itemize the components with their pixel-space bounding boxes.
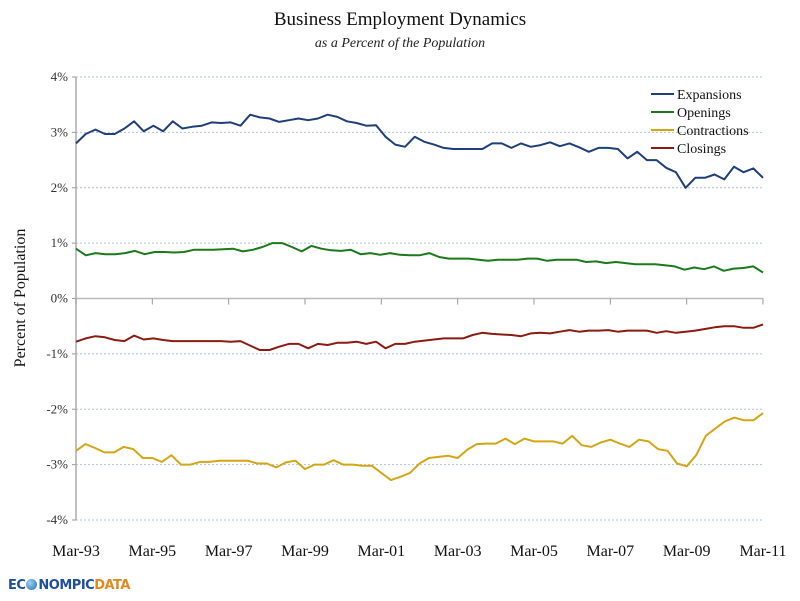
series-line-closings [75,323,764,351]
y-tick-label: 2% [51,180,69,195]
x-tick-label: Mar-03 [434,543,482,560]
legend-label-contractions: Contractions [677,124,749,139]
logo-text: EC [8,578,26,593]
y-tick-label: -4% [46,512,68,527]
x-tick-label: Mar-99 [281,543,329,560]
x-tick-label: Mar-05 [510,543,558,560]
y-axis-label: Percent of Population [12,229,29,368]
legend-label-expansions: Expansions [677,88,742,103]
chart-title: Business Employment Dynamics [273,9,527,30]
legend-label-closings: Closings [677,142,726,157]
y-tick-label: 3% [51,124,69,139]
y-tick-label: 1% [51,235,69,250]
y-tick-label: -2% [46,401,68,416]
y-tick-label: -3% [46,457,68,472]
x-tick-label: Mar-11 [739,543,786,560]
globe-icon [26,579,38,590]
series-line-expansions [75,113,764,189]
y-tick-label: 0% [51,291,69,306]
logo-text: DATA [94,578,130,593]
logo-text: NOMPIC [38,578,95,593]
x-tick-label: Mar-07 [586,543,634,560]
x-tick-label: Mar-09 [663,543,711,560]
x-tick-label: Mar-01 [357,543,405,560]
x-tick-label: Mar-93 [52,543,100,560]
y-tick-label: -1% [46,346,68,361]
legend-label-openings: Openings [677,106,731,121]
x-tick-label: Mar-95 [128,543,176,560]
economicdata-logo[interactable]: EC NOMPICDATA [8,578,130,593]
series-line-openings [75,242,764,274]
chart-subtitle: as a Percent of the Population [314,36,486,51]
series-line-contractions [75,412,764,482]
y-tick-label: 4% [51,69,69,84]
x-tick-label: Mar-97 [205,543,253,560]
